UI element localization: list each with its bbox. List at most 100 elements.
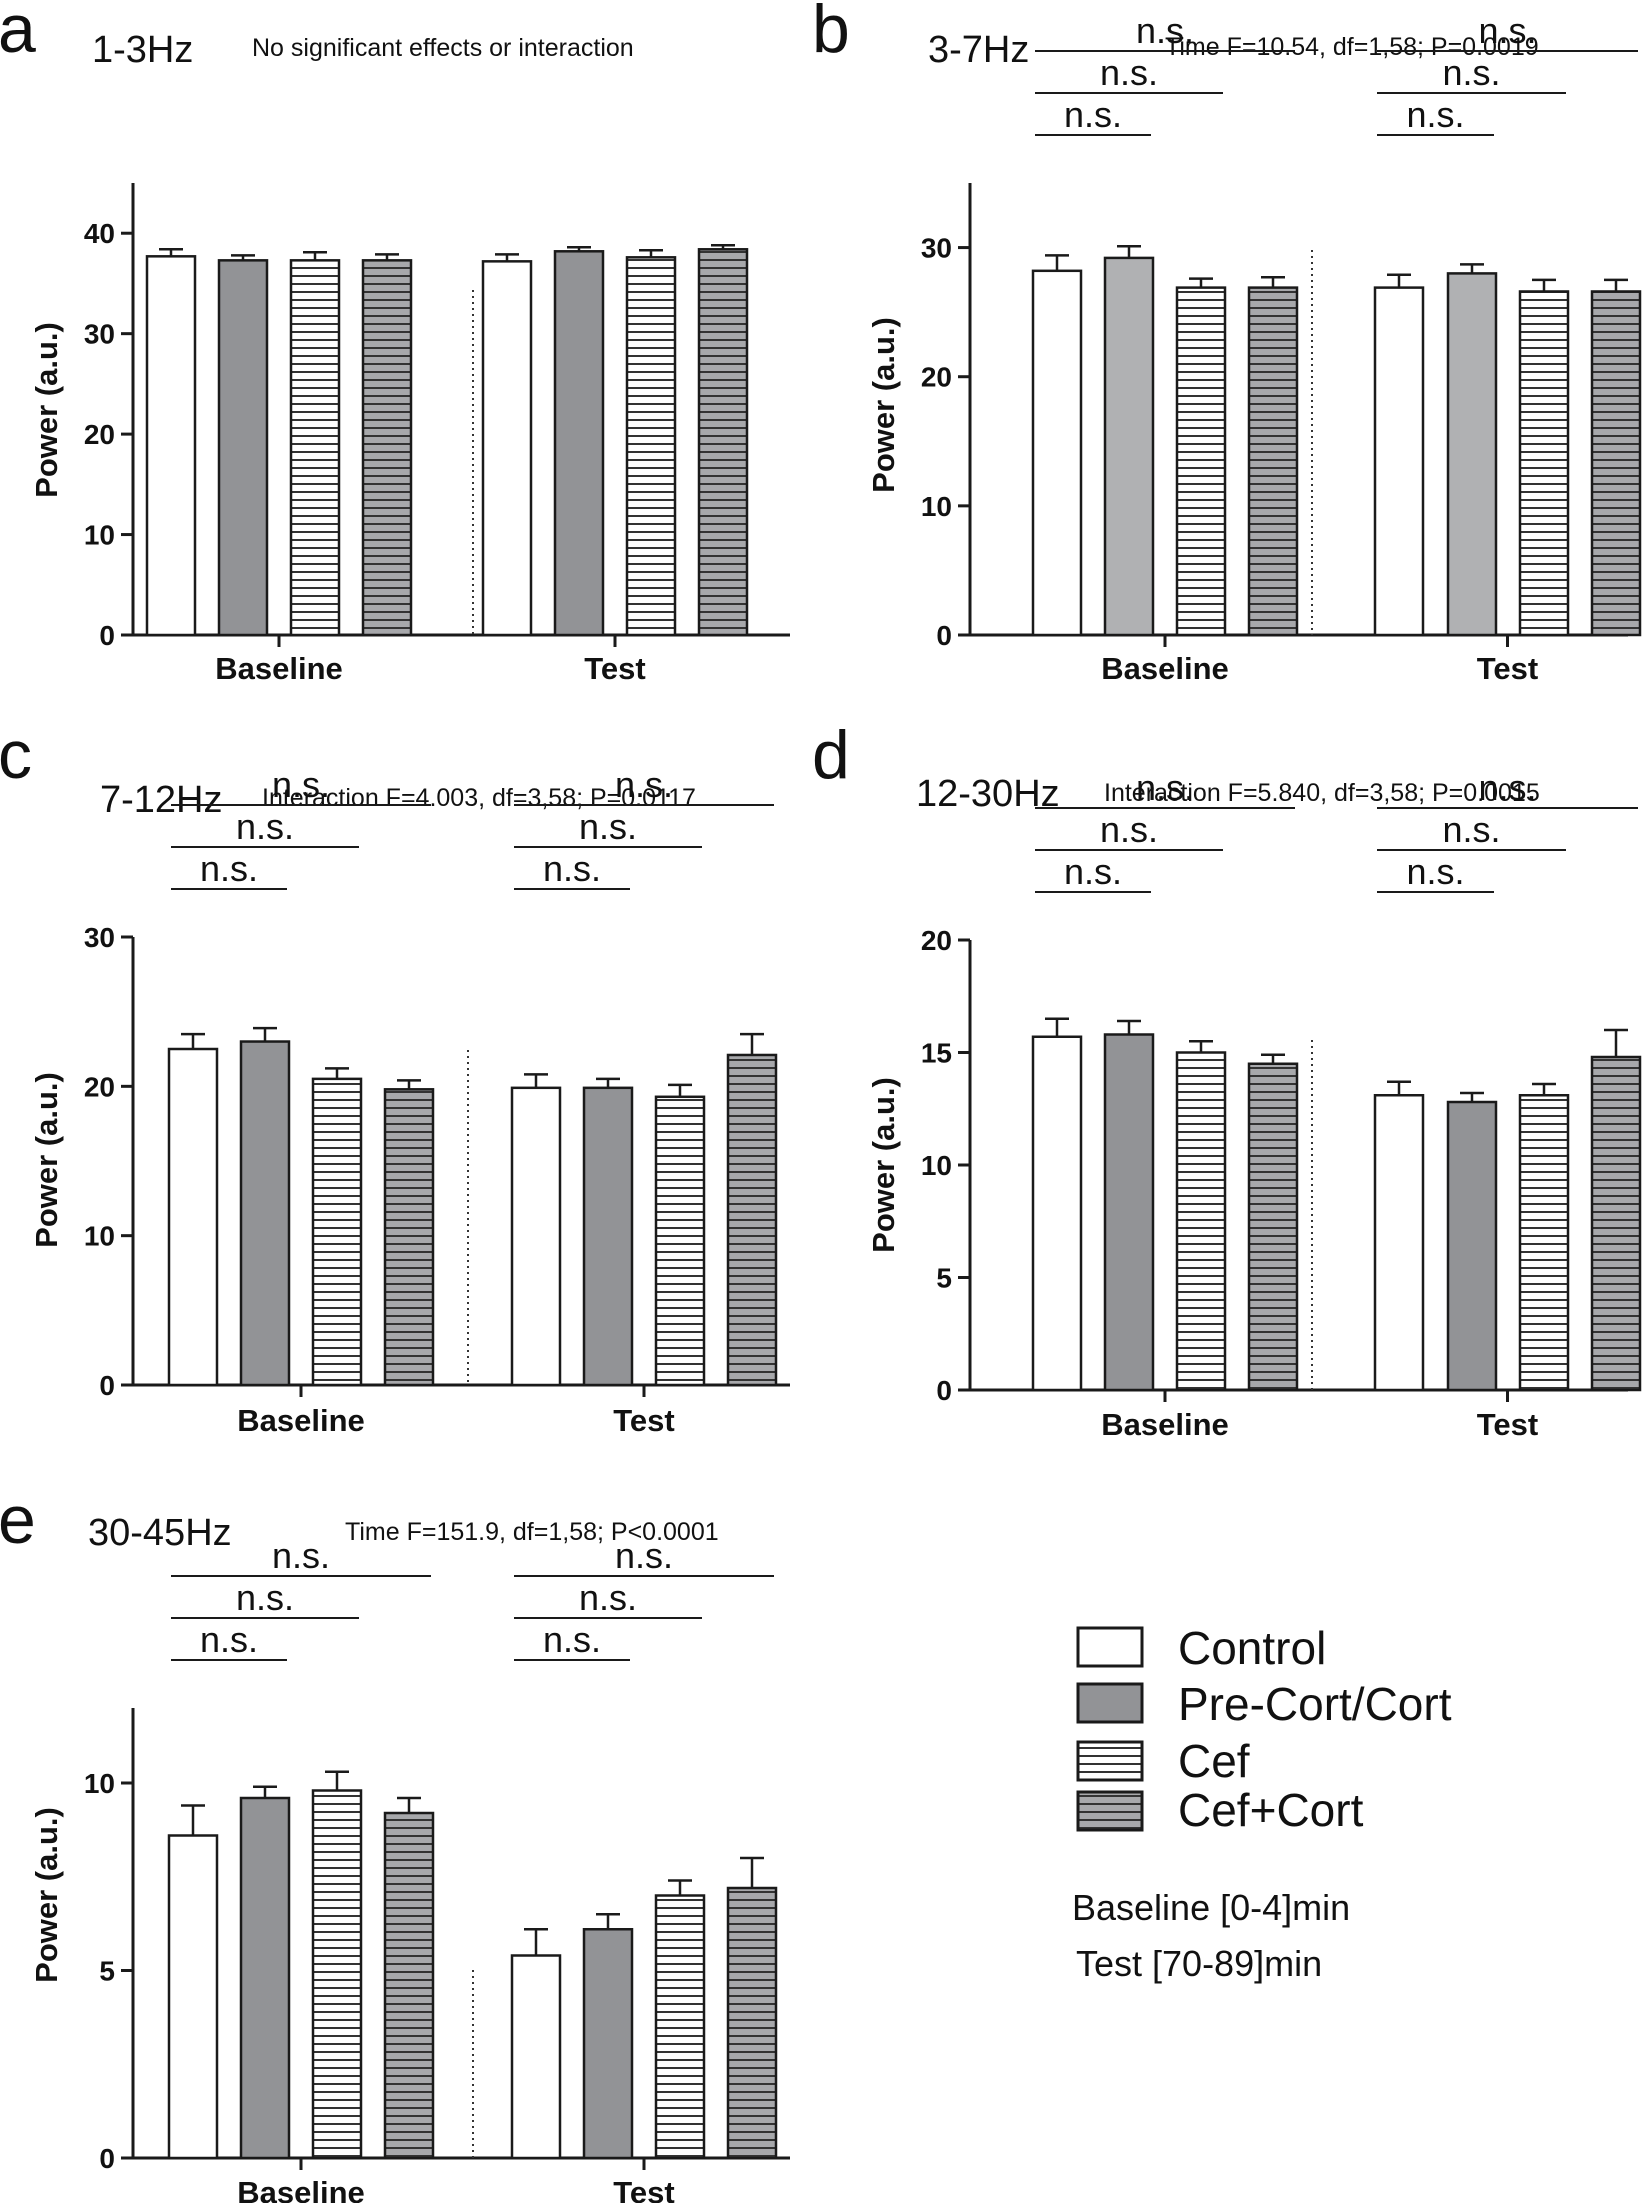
bar-control-baseline xyxy=(145,255,197,637)
bar-control-baseline xyxy=(1031,1035,1083,1392)
y-tick-label: 0 xyxy=(99,620,115,651)
comparison-label: n.s. xyxy=(543,1619,601,1660)
y-tick-label: 20 xyxy=(921,925,952,956)
panel-e-subtitle: Time F=151.9, df=1,58; P<0.0001 xyxy=(345,1518,719,1546)
y-tick-label: 20 xyxy=(84,1071,115,1102)
bar-control-baseline xyxy=(167,1047,219,1387)
y-tick-label: 15 xyxy=(921,1038,952,1069)
y-tick-label: 20 xyxy=(84,419,115,450)
y-tick-label: 20 xyxy=(921,362,952,393)
comparison-label: n.s. xyxy=(1406,851,1464,892)
panel-b-title: 3-7Hz xyxy=(928,29,1029,71)
panel-a-chart: 0 10 20 30 40 Baseline Test xyxy=(84,183,790,686)
y-tick-label: 0 xyxy=(99,2143,115,2174)
bar-control-test xyxy=(510,1954,562,2160)
legend-note-test: Test [70-89]min xyxy=(1076,1943,1322,1984)
bar-control-test xyxy=(1373,286,1425,637)
y-tick-label: 10 xyxy=(921,1150,952,1181)
panel-a-subtitle: No significant effects or interaction xyxy=(252,34,634,62)
bar-pre-cort-test xyxy=(1446,1100,1498,1392)
bar-pre-cort-baseline xyxy=(217,259,269,637)
y-tick-label: 30 xyxy=(84,319,115,350)
panel-e-title: 30-45Hz xyxy=(88,1512,232,1554)
bar-control-test xyxy=(1373,1094,1425,1392)
bar-cef-test xyxy=(1518,1094,1570,1392)
y-tick-label: 30 xyxy=(921,233,952,264)
bar-pre-cort-baseline xyxy=(239,1796,291,2160)
comparison-label: n.s. xyxy=(543,848,601,889)
panel-c-ylabel: Power (a.u.) xyxy=(29,1072,64,1248)
panel-d-ylabel: Power (a.u.) xyxy=(866,1077,901,1253)
panel-c: c 7-12Hz Interaction F=4.003, df=3,58; P… xyxy=(0,717,790,1438)
panel-a: a 1-3Hz No significant effects or intera… xyxy=(0,0,790,686)
bar-cef-baseline xyxy=(1175,286,1227,637)
x-tick-label-baseline: Baseline xyxy=(1101,651,1229,686)
bar-control-test xyxy=(481,260,533,637)
bar-cef-baseline xyxy=(311,1789,363,2160)
comparison-label: n.s. xyxy=(615,1535,673,1576)
panel-b-ylabel: Power (a.u.) xyxy=(866,317,901,493)
legend-label-cef-cort: Cef+Cort xyxy=(1178,1784,1364,1836)
bar-cef-cort-test xyxy=(1590,290,1642,637)
bar-cef-cort-baseline xyxy=(383,1811,435,2160)
bar-cef-test xyxy=(654,1894,706,2160)
bar-cef-test xyxy=(654,1095,706,1387)
y-tick-label: 5 xyxy=(936,1263,952,1294)
bar-control-baseline xyxy=(1031,269,1083,637)
comparison-label: n.s. xyxy=(272,764,330,805)
panel-c-title: 7-12Hz xyxy=(100,779,223,821)
bar-cef-cort-baseline xyxy=(1247,1062,1299,1392)
comparison-label: n.s. xyxy=(236,1577,294,1618)
bar-pre-cort-test xyxy=(553,250,605,637)
panel-e-ylabel: Power (a.u.) xyxy=(29,1807,64,1983)
x-tick-label-test: Test xyxy=(613,2175,674,2203)
comparison-label: n.s. xyxy=(1136,767,1194,808)
bar-cef-cort-baseline xyxy=(1247,286,1299,637)
bar-pre-cort-baseline xyxy=(1103,1033,1155,1392)
panel-e: e 30-45Hz Time F=151.9, df=1,58; P<0.000… xyxy=(0,1482,790,2203)
comparison-label: n.s. xyxy=(1064,851,1122,892)
y-tick-label: 10 xyxy=(84,1221,115,1252)
bar-cef-cort-test xyxy=(726,1053,778,1387)
comparison-label: n.s. xyxy=(272,1535,330,1576)
panel-d: d 12-30Hz Interaction F=5.840, df=3,58; … xyxy=(812,717,1642,1442)
bar-cef-baseline xyxy=(1175,1051,1227,1392)
bar-pre-cort-baseline xyxy=(239,1040,291,1387)
y-tick-label: 0 xyxy=(99,1370,115,1401)
y-tick-label: 30 xyxy=(84,922,115,953)
comparison-label: n.s. xyxy=(1406,94,1464,135)
legend-note-baseline: Baseline [0-4]min xyxy=(1072,1887,1350,1928)
x-tick-label-test: Test xyxy=(584,651,645,686)
comparison-label: n.s. xyxy=(615,764,673,805)
comparison-label: n.s. xyxy=(1478,767,1536,808)
x-tick-label-baseline: Baseline xyxy=(237,1403,365,1438)
comparison-label: n.s. xyxy=(200,848,258,889)
panel-d-subtitle: Interaction F=5.840, df=3,58; P=0.0015 xyxy=(1104,779,1540,807)
y-tick-label: 40 xyxy=(84,218,115,249)
legend-label-pre-cort: Pre-Cort/Cort xyxy=(1178,1678,1452,1730)
bar-cef-cort-test xyxy=(697,248,749,637)
comparison-label: n.s. xyxy=(1100,52,1158,93)
legend-swatch-cef xyxy=(1076,1740,1144,1782)
bar-pre-cort-test xyxy=(582,1928,634,2160)
panel-b: b 3-7Hz Time F=10.54, df=1,58; P=0.0019 … xyxy=(812,0,1642,686)
comparison-label: n.s. xyxy=(1136,10,1194,51)
x-tick-label-baseline: Baseline xyxy=(1101,1407,1229,1442)
comparison-label: n.s. xyxy=(1100,809,1158,850)
legend-label-cef: Cef xyxy=(1178,1735,1250,1787)
panel-c-subtitle: Interaction F=4.003, df=3,58; P=0.0117 xyxy=(262,784,696,812)
panel-a-title: 1-3Hz xyxy=(92,29,193,71)
panel-letter-e: e xyxy=(0,1482,36,1558)
panel-letter-b: b xyxy=(812,0,850,67)
x-tick-label-test: Test xyxy=(1477,1407,1538,1442)
bar-cef-cort-test xyxy=(1590,1055,1642,1392)
legend-label-control: Control xyxy=(1178,1622,1326,1674)
bar-cef-cort-test xyxy=(726,1886,778,2160)
panel-b-subtitle: Time F=10.54, df=1,58; P=0.0019 xyxy=(1165,33,1539,61)
y-tick-label: 10 xyxy=(84,1768,115,1799)
bar-control-baseline xyxy=(167,1834,219,2160)
y-tick-label: 5 xyxy=(99,1956,115,1987)
